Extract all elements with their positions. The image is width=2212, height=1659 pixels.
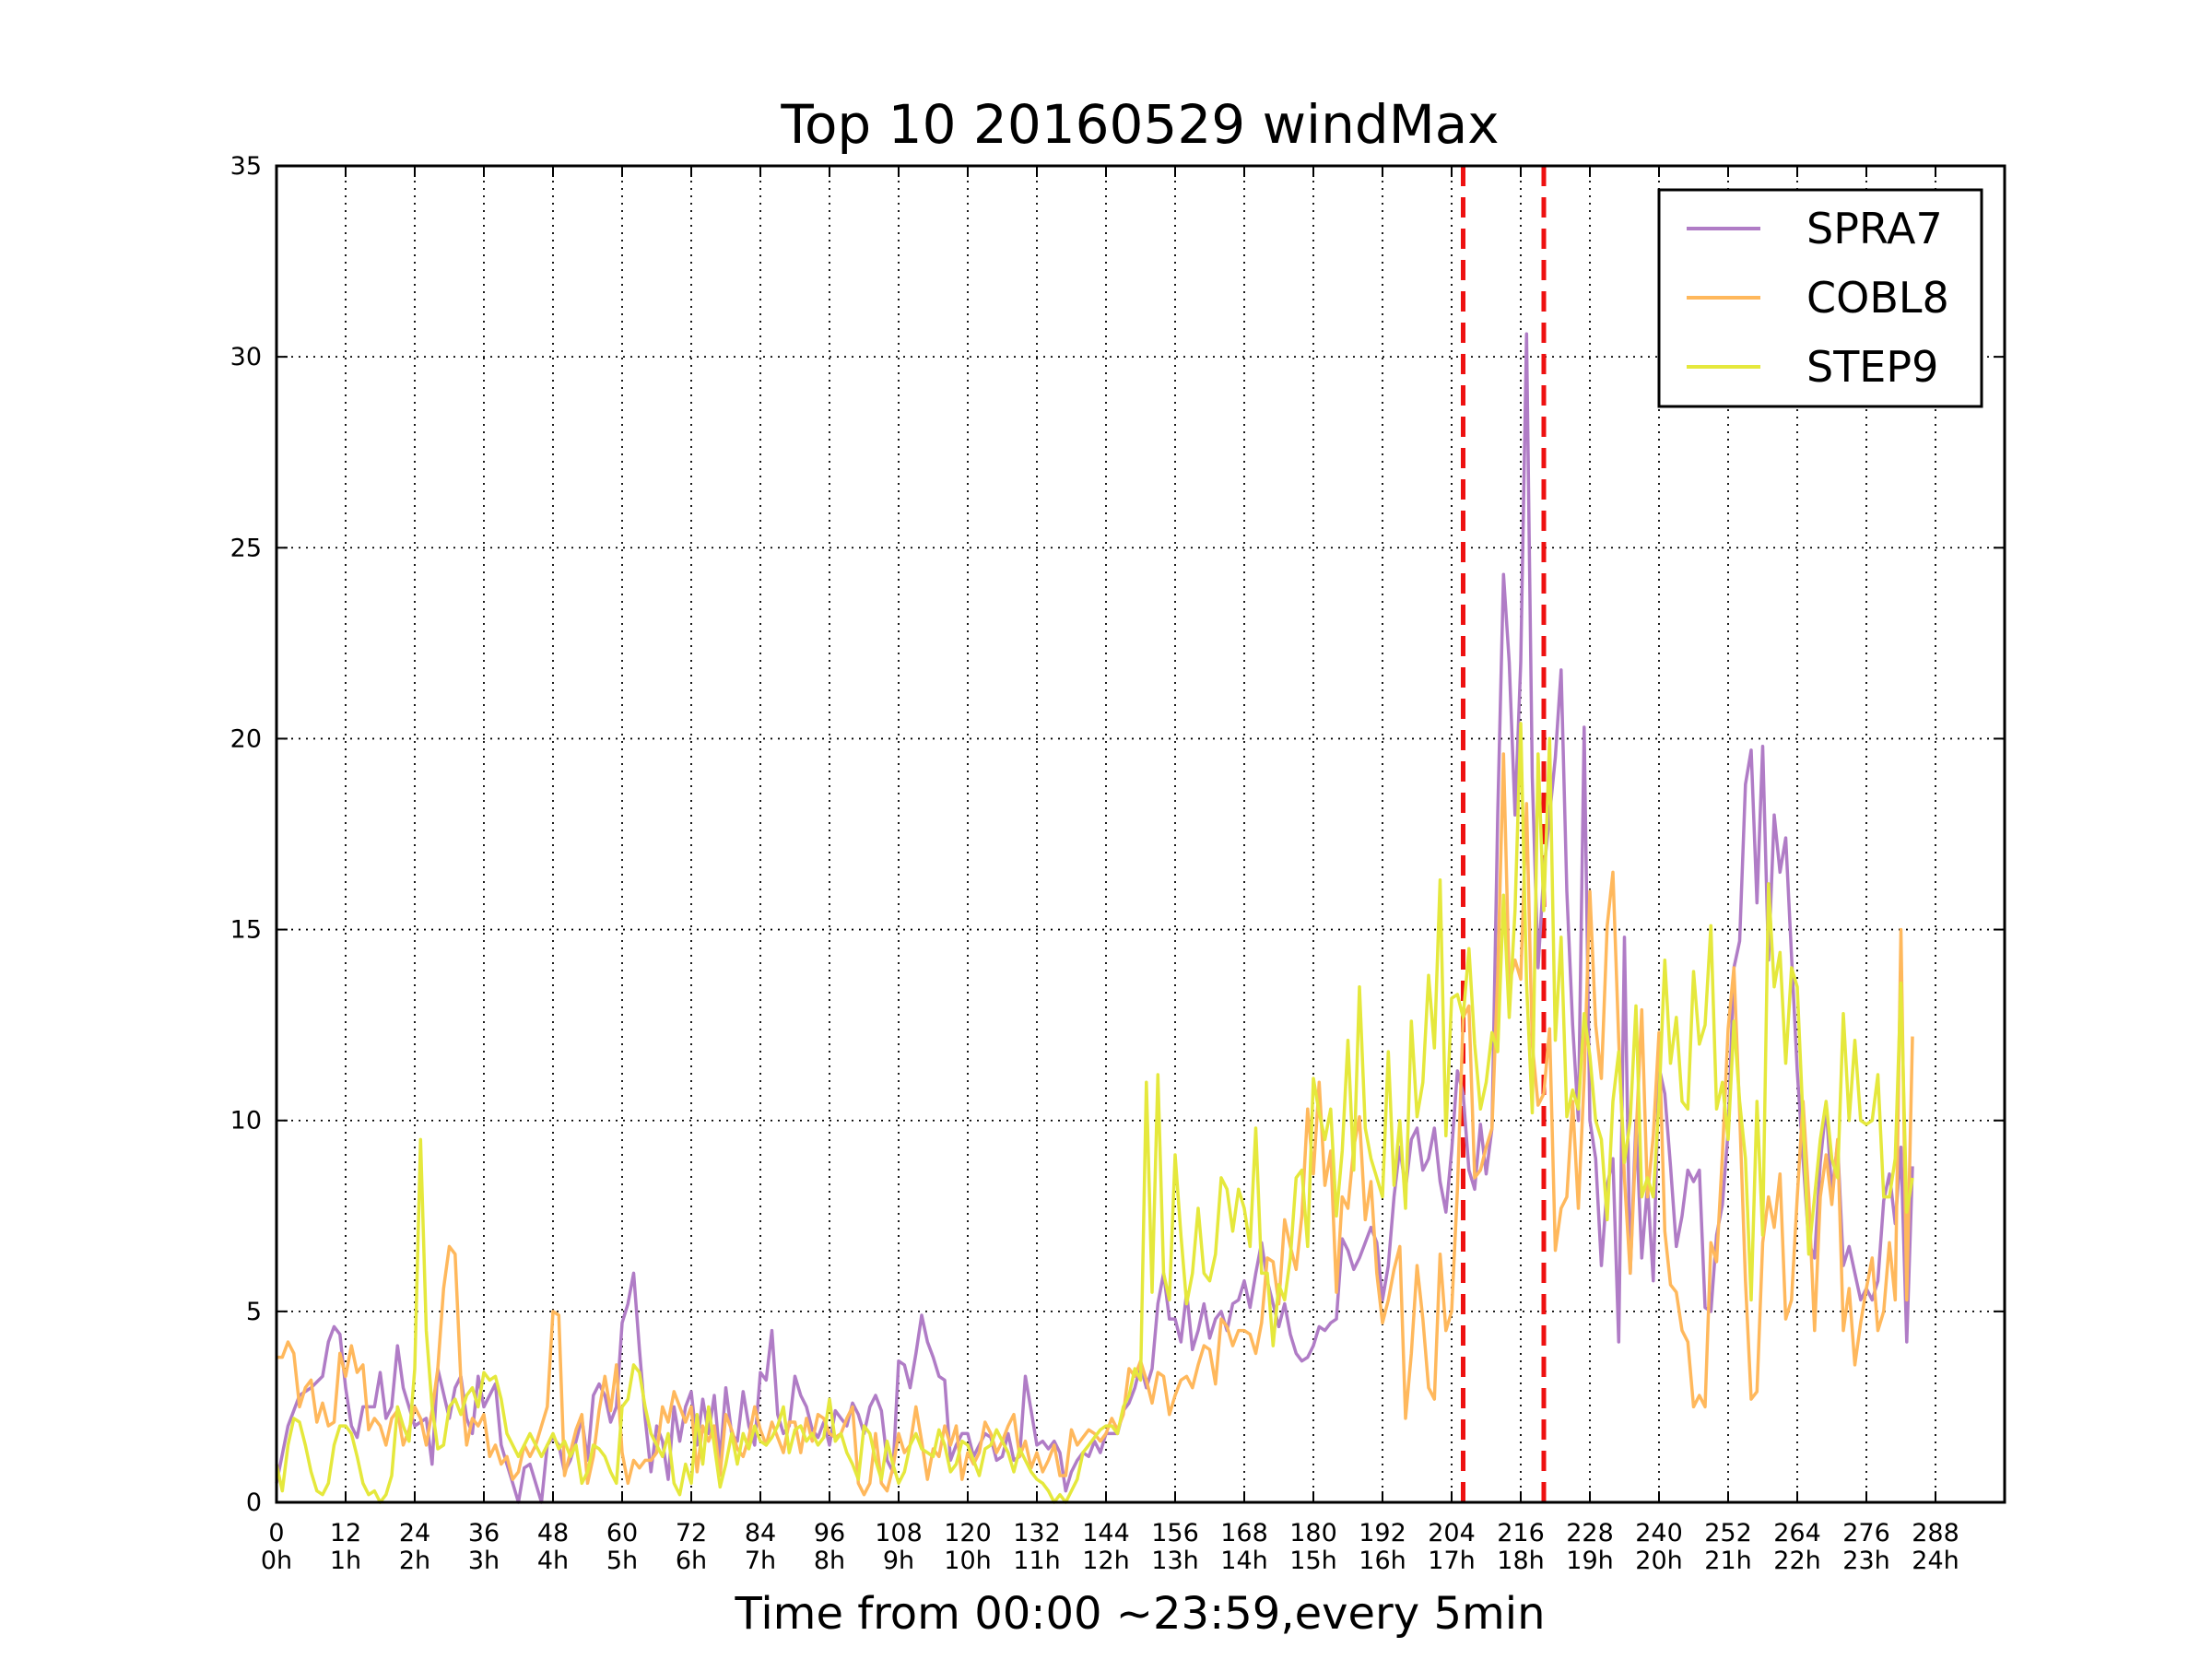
y-tick-label: 5 (246, 1298, 262, 1326)
plot-frame (275, 164, 2006, 1504)
x-tick-hour-label: 5h (606, 1547, 638, 1575)
reference-lines (1461, 166, 1547, 1502)
x-tick-hour-label: 10h (944, 1547, 991, 1575)
legend-label-step9: STEP9 (1806, 342, 1938, 392)
x-tick-label: 276 (1842, 1519, 1890, 1547)
x-tick-label: 180 (1289, 1519, 1337, 1547)
series-line-spra7 (275, 332, 1914, 1504)
x-tick-hour-label: 22h (1773, 1547, 1820, 1575)
chart-title: Top 10 20160529 windMax (780, 93, 1499, 156)
x-tick-hour-label: 17h (1428, 1547, 1475, 1575)
x-tick-label: 216 (1497, 1519, 1545, 1547)
axis-ticks: 00h121h242h363h484h605h726h847h968h1089h… (230, 152, 2005, 1575)
x-tick-label: 240 (1635, 1519, 1683, 1547)
x-tick-label: 252 (1704, 1519, 1752, 1547)
y-tick-label: 35 (230, 152, 262, 181)
legend: SPRA7 COBL8 STEP9 (1657, 188, 1983, 408)
x-tick-hour-label: 3h (468, 1547, 500, 1575)
x-tick-hour-label: 12h (1082, 1547, 1129, 1575)
x-tick-hour-label: 15h (1289, 1547, 1336, 1575)
x-tick-hour-label: 6h (676, 1547, 707, 1575)
x-tick-label: 204 (1428, 1519, 1476, 1547)
series-line-step9 (275, 722, 1914, 1504)
x-tick-label: 132 (1013, 1519, 1061, 1547)
y-tick-label: 10 (230, 1107, 262, 1135)
x-tick-hour-label: 11h (1013, 1547, 1060, 1575)
legend-label-spra7: SPRA7 (1806, 204, 1943, 253)
x-tick-hour-label: 9h (883, 1547, 914, 1575)
x-tick-label: 120 (944, 1519, 992, 1547)
x-tick-hour-label: 23h (1842, 1547, 1889, 1575)
x-tick-hour-label: 2h (399, 1547, 430, 1575)
x-tick-label: 96 (814, 1519, 845, 1547)
x-tick-label: 288 (1912, 1519, 1959, 1547)
x-tick-label: 84 (745, 1519, 776, 1547)
x-tick-label: 228 (1566, 1519, 1614, 1547)
x-tick-hour-label: 1h (330, 1547, 361, 1575)
legend-label-cobl8: COBL8 (1806, 273, 1949, 323)
x-tick-label: 156 (1151, 1519, 1199, 1547)
x-tick-hour-label: 24h (1912, 1547, 1959, 1575)
x-tick-hour-label: 7h (745, 1547, 776, 1575)
y-tick-label: 25 (230, 534, 262, 562)
x-tick-hour-label: 4h (537, 1547, 569, 1575)
x-tick-label: 264 (1773, 1519, 1821, 1547)
x-tick-hour-label: 19h (1566, 1547, 1613, 1575)
series-line-cobl8 (276, 752, 1914, 1497)
x-tick-hour-label: 8h (814, 1547, 845, 1575)
x-tick-hour-label: 0h (261, 1547, 292, 1575)
x-tick-label: 0 (268, 1519, 284, 1547)
x-tick-hour-label: 14h (1220, 1547, 1267, 1575)
x-tick-hour-label: 16h (1359, 1547, 1406, 1575)
x-tick-hour-label: 18h (1497, 1547, 1544, 1575)
x-tick-label: 12 (330, 1519, 361, 1547)
x-tick-label: 108 (875, 1519, 923, 1547)
x-tick-label: 168 (1220, 1519, 1268, 1547)
y-tick-label: 15 (230, 916, 262, 945)
x-tick-label: 48 (537, 1519, 569, 1547)
x-tick-label: 24 (399, 1519, 430, 1547)
grid-lines (276, 166, 2005, 1502)
y-tick-label: 20 (230, 724, 262, 753)
x-tick-label: 36 (468, 1519, 500, 1547)
y-tick-label: 0 (246, 1488, 262, 1517)
x-tick-hour-label: 13h (1151, 1547, 1198, 1575)
x-tick-label: 60 (606, 1519, 638, 1547)
x-tick-hour-label: 21h (1704, 1547, 1751, 1575)
x-axis-label: Time from 00:00 ~23:59,every 5min (735, 1588, 1546, 1640)
y-tick-label: 30 (230, 343, 262, 371)
data-series (275, 332, 1914, 1504)
x-tick-label: 144 (1082, 1519, 1130, 1547)
x-tick-label: 192 (1359, 1519, 1406, 1547)
x-tick-hour-label: 20h (1635, 1547, 1682, 1575)
x-tick-label: 72 (676, 1519, 707, 1547)
